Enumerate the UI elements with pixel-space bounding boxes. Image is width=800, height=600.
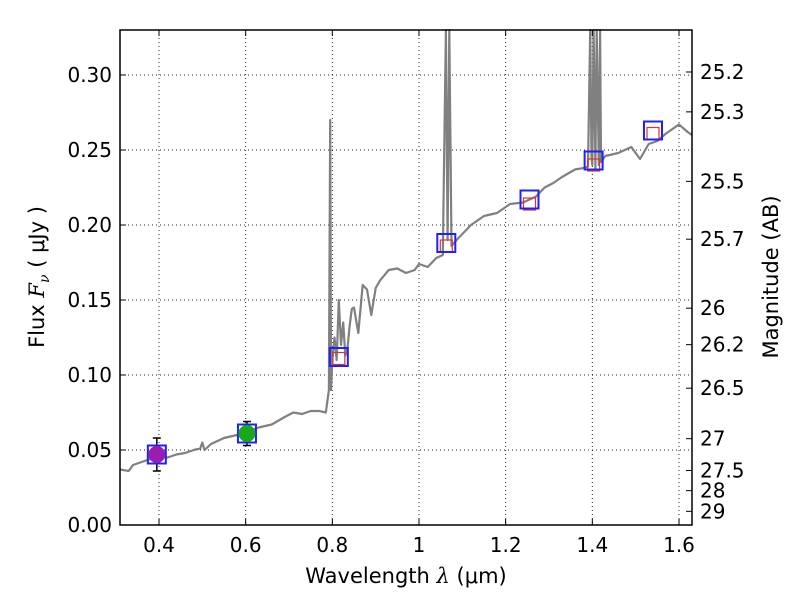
- filter-1250-square: [519, 189, 540, 210]
- x-tick-label: 1.6: [663, 533, 695, 557]
- y2-tick-label: 26.2: [700, 333, 745, 357]
- ticks-layer: 0.4 0.6 0.8 1 1.2 1.4 1.6 0.00 0.05 0.10 0.15 0.20 0…: [67, 30, 745, 557]
- filter-violet-dot: [148, 446, 166, 463]
- y-axis-label: Flux Fν ( μJy ): [25, 206, 53, 348]
- y2-tick-label: 27.5: [700, 459, 745, 483]
- x-tick-label: 1: [413, 533, 426, 557]
- y-tick-label: 0.25: [67, 138, 112, 162]
- y-tick-label: 0.15: [67, 288, 112, 312]
- spectrum-line: [119, 28, 693, 473]
- y2-axis-label: Magnitude (AB): [759, 195, 783, 358]
- model-point: [646, 126, 660, 141]
- x-tick-label: 1.2: [490, 533, 522, 557]
- y2-tick-label: 25.3: [700, 100, 745, 124]
- model-point: [522, 197, 537, 211]
- series-layer: [119, 28, 693, 473]
- filter-1400-square: [583, 150, 604, 171]
- model-point: [587, 158, 601, 172]
- grid-layer: [120, 30, 692, 526]
- x-tick-label: 1.4: [576, 533, 608, 557]
- y2-tick-label: 27: [700, 427, 725, 451]
- y-tick-label: 0.20: [67, 213, 112, 237]
- filter-violet-square: [146, 444, 167, 465]
- x-tick-label: 0.6: [230, 533, 262, 557]
- y2-tick-label: 25.2: [700, 60, 745, 84]
- y2-tick-label: 29: [700, 499, 725, 523]
- filter-810-square: [328, 347, 349, 367]
- y2-tick-label: 28: [700, 479, 725, 503]
- filter-green-dot: [238, 425, 256, 442]
- y-tick-label: 0.30: [67, 63, 112, 87]
- y2-tick-label: 25.5: [700, 169, 745, 193]
- x-tick-label: 0.8: [316, 533, 348, 557]
- y-tick-label: 0.10: [67, 363, 112, 387]
- plot-frame: [119, 29, 693, 526]
- model-point: [332, 351, 346, 366]
- x-tick-label: 0.4: [143, 533, 175, 557]
- y2-tick-label: 25.7: [700, 227, 745, 251]
- y-tick-label: 0.00: [67, 513, 112, 537]
- x-axis-label: Wavelength λ (μm): [305, 564, 506, 588]
- points-layer: [146, 120, 663, 472]
- filter-1540-square: [643, 120, 663, 141]
- filter-1060-square: [436, 233, 457, 253]
- y-tick-label: 0.05: [67, 438, 112, 462]
- y2-tick-label: 26: [700, 296, 725, 320]
- filter-green-square: [236, 423, 257, 444]
- y2-tick-label: 26.5: [700, 376, 745, 400]
